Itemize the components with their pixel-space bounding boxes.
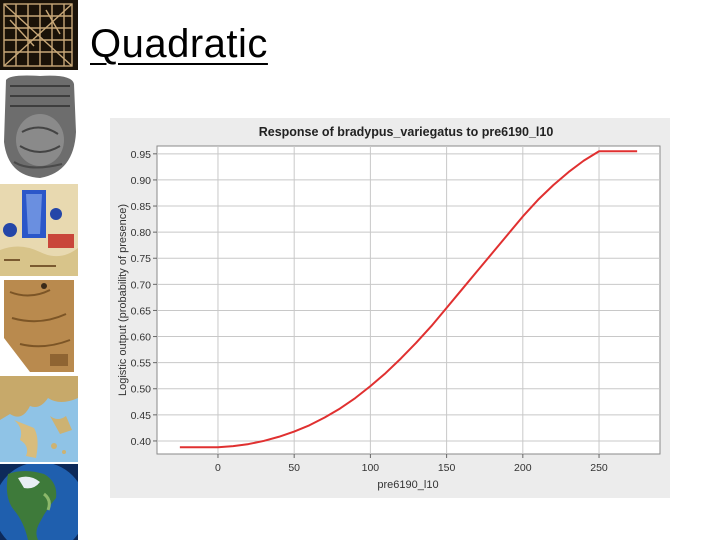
plot-area [156, 145, 661, 455]
illustrated-map-image [0, 184, 78, 276]
chart-title: Response of bradypus_variegatus to pre61… [259, 125, 554, 139]
response-curve-line [179, 150, 638, 449]
response-curve-chart: Response of bradypus_variegatus to pre61… [110, 118, 670, 498]
series-layer [179, 150, 638, 449]
y-tick-label: 0.45 [131, 410, 152, 422]
x-tick-label: 250 [590, 462, 608, 474]
parchment-map-image [0, 278, 78, 374]
y-tick-label: 0.60 [131, 332, 152, 344]
y-tick-label: 0.50 [131, 384, 152, 396]
x-tick-label: 100 [362, 462, 380, 474]
y-tick-label: 0.70 [131, 279, 152, 291]
grid-lines [157, 146, 660, 454]
x-tick-label: 200 [514, 462, 532, 474]
y-tick-label: 0.40 [131, 436, 152, 448]
y-tick-label: 0.55 [131, 358, 152, 370]
grid-pattern-image [0, 0, 78, 70]
y-axis-ticks: 0.40 0.45 0.50 0.55 0.60 0.65 0.70 0.75 0.80 0.85… [131, 149, 157, 448]
image-thumbnail-strip [0, 0, 80, 540]
x-tick-label: 50 [288, 462, 300, 474]
slide-title: Quadratic [90, 22, 268, 66]
y-tick-label: 0.75 [131, 253, 152, 265]
greece-relief-map-image [0, 376, 78, 462]
y-tick-label: 0.80 [131, 227, 152, 239]
y-tick-label: 0.65 [131, 305, 152, 317]
chart-svg: Response of bradypus_variegatus to pre61… [117, 125, 661, 491]
y-axis-label: Logistic output (probability of presence… [117, 204, 129, 396]
clay-tablet-image [0, 72, 78, 182]
y-tick-label: 0.95 [131, 149, 152, 161]
x-axis-ticks: 0 50 100 150 200 250 [215, 454, 608, 474]
y-tick-label: 0.85 [131, 201, 152, 213]
x-tick-label: 150 [438, 462, 456, 474]
x-axis-label: pre6190_l10 [377, 479, 438, 491]
y-tick-label: 0.90 [131, 175, 152, 187]
x-tick-label: 0 [215, 462, 221, 474]
north-america-globe-image [0, 464, 78, 540]
